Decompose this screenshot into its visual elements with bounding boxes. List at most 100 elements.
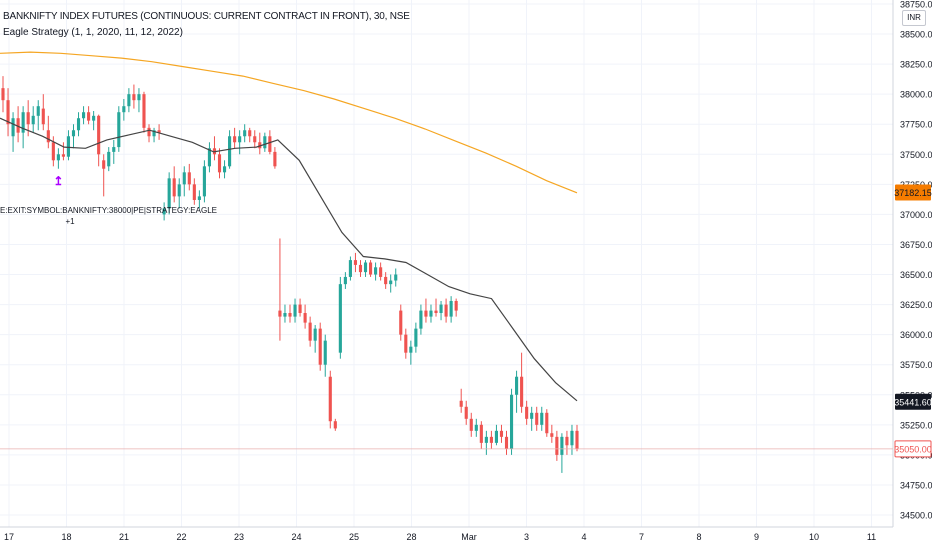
candle-body — [87, 112, 91, 121]
candle-body — [117, 112, 121, 148]
ma-short-price-label-text: 35441.60 — [894, 397, 932, 407]
ma-short-price-label-bg — [895, 393, 931, 410]
candle-body — [303, 313, 307, 323]
candle-body — [222, 166, 227, 173]
grid — [0, 0, 893, 527]
candle-body — [338, 284, 342, 353]
symbol-title[interactable]: BANKNIFTY INDEX FUTURES (CONTINUOUS: CUR… — [3, 11, 410, 22]
candle-body — [26, 112, 30, 125]
annotation-layer: ↥ E:EXIT:SYMBOL:BANKNIFTY:38000|PE|STRATE… — [0, 174, 217, 226]
price-tick-label: 36000.00 — [900, 330, 932, 340]
time-axis: 17 18 21 22 23 24 25 28 Mar 3 4 7 8 9 10 11 — [0, 526, 893, 542]
candle-body — [273, 151, 277, 167]
candle-body — [253, 136, 257, 143]
candle-body — [499, 430, 504, 437]
price-tick-label: 36500.00 — [900, 270, 932, 280]
candle-body — [112, 147, 116, 152]
candle-body — [172, 178, 176, 197]
currency-badge[interactable]: INR — [902, 10, 926, 26]
time-tick-label: 10 — [809, 532, 819, 542]
candle-body — [238, 136, 242, 143]
candle-body — [142, 94, 146, 128]
candle-body — [207, 148, 211, 167]
ma-short-layer — [0, 117, 578, 402]
time-tick-label: 24 — [291, 532, 301, 542]
candle-body — [434, 310, 438, 314]
candle-body — [419, 310, 423, 329]
candle-body — [333, 421, 337, 429]
candle-body — [162, 208, 166, 215]
price-tick-label: 34750.00 — [900, 480, 932, 490]
candle-body — [288, 313, 292, 317]
time-tick-label: 23 — [234, 532, 244, 542]
candle-body — [308, 322, 312, 341]
candle-body — [369, 262, 373, 275]
candle-body — [560, 436, 564, 455]
candle-body — [484, 436, 488, 443]
candle-body — [202, 166, 206, 197]
candle-body — [449, 300, 453, 317]
candle-body — [76, 118, 81, 131]
candle-body — [283, 313, 287, 317]
candle-body — [263, 136, 267, 149]
ma-long-price-label-bg — [895, 184, 931, 201]
candle-body — [217, 154, 222, 173]
candle-body — [343, 276, 347, 285]
time-tick-label: 28 — [406, 532, 416, 542]
candle-body — [429, 310, 433, 317]
ma-short-price-label: 35441.60 — [894, 393, 932, 410]
candle-body — [545, 412, 549, 434]
candle-body — [177, 184, 181, 197]
current-price-label-bg — [894, 440, 932, 458]
candle-body — [298, 304, 302, 314]
candle-body — [16, 118, 20, 133]
candle-body — [132, 94, 136, 101]
strategy-legend[interactable]: Eagle Strategy (1, 1, 2020, 11, 12, 2022… — [3, 27, 183, 38]
candle-body — [535, 412, 539, 425]
current-price-label-text: 35050.00 — [894, 444, 932, 454]
candle-body — [323, 340, 327, 365]
candle-body — [1, 88, 5, 101]
candle-body — [515, 376, 519, 395]
candle-body — [137, 94, 141, 101]
candle-body — [197, 196, 201, 200]
candle-body — [11, 118, 15, 137]
candle-body — [530, 412, 534, 419]
candle-body — [353, 260, 358, 265]
price-tick-label: 36250.00 — [900, 300, 932, 310]
candle-body — [399, 310, 403, 335]
candle-body — [414, 328, 418, 347]
candle-body — [192, 184, 196, 200]
signal-label: E:EXIT:SYMBOL:BANKNIFTY:38000|PE|STRATEG… — [0, 206, 217, 215]
price-tick-label: 35250.00 — [900, 420, 932, 430]
candle-body — [520, 376, 524, 407]
ma-long-layer — [0, 51, 578, 194]
candle-body — [454, 300, 458, 311]
time-tick-label: 17 — [4, 532, 14, 542]
candle-body — [384, 276, 388, 285]
candle-body — [71, 130, 76, 137]
candle-body — [389, 280, 393, 285]
candle-body — [404, 334, 408, 353]
candle-body — [479, 424, 483, 443]
candle-body — [147, 127, 151, 137]
price-tick-label: 34500.00 — [900, 511, 932, 521]
candle-body — [565, 436, 569, 446]
candle-body — [525, 406, 529, 419]
candle-body — [92, 115, 96, 121]
candle-body — [540, 412, 544, 425]
candle-body — [358, 264, 363, 273]
candle-body — [459, 400, 463, 407]
candle-body — [51, 142, 55, 161]
time-tick-label: 22 — [176, 532, 186, 542]
time-tick-label: 7 — [639, 532, 644, 542]
candle-body — [107, 151, 111, 167]
candle-body — [318, 328, 322, 365]
candle-body — [575, 430, 579, 449]
candle-body — [102, 160, 106, 169]
candle-body — [555, 436, 559, 455]
price-labels: 37182.15 35441.60 35050.00 — [0, 184, 932, 458]
candle-body — [469, 418, 473, 431]
